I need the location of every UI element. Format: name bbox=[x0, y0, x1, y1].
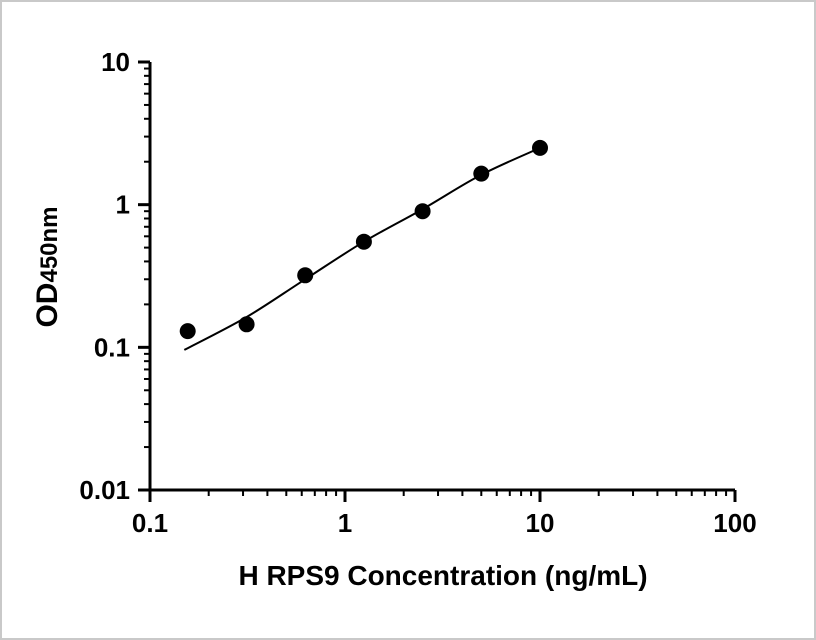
y-axis-title-sub: 450nm bbox=[36, 206, 63, 283]
x-tick-label: 100 bbox=[713, 508, 756, 538]
data-point bbox=[473, 165, 490, 182]
data-point bbox=[179, 323, 196, 340]
y-axis-title: OD450nm bbox=[31, 206, 65, 327]
data-point bbox=[414, 203, 431, 220]
data-point bbox=[532, 139, 548, 156]
y-axis-title-main: OD bbox=[31, 282, 64, 328]
x-tick-label: 0.1 bbox=[132, 508, 168, 538]
x-tick-label: 1 bbox=[338, 508, 352, 538]
data-point bbox=[238, 316, 255, 333]
data-point bbox=[297, 267, 314, 284]
data-point bbox=[355, 233, 372, 250]
y-tick-label: 10 bbox=[101, 47, 130, 77]
y-tick-label: 1 bbox=[116, 190, 130, 220]
x-axis-title: H RPS9 Concentration (ng/mL) bbox=[238, 560, 648, 591]
y-tick-label: 0.1 bbox=[94, 332, 130, 362]
x-tick-label: 10 bbox=[526, 508, 555, 538]
y-tick-label: 0.01 bbox=[79, 475, 130, 505]
